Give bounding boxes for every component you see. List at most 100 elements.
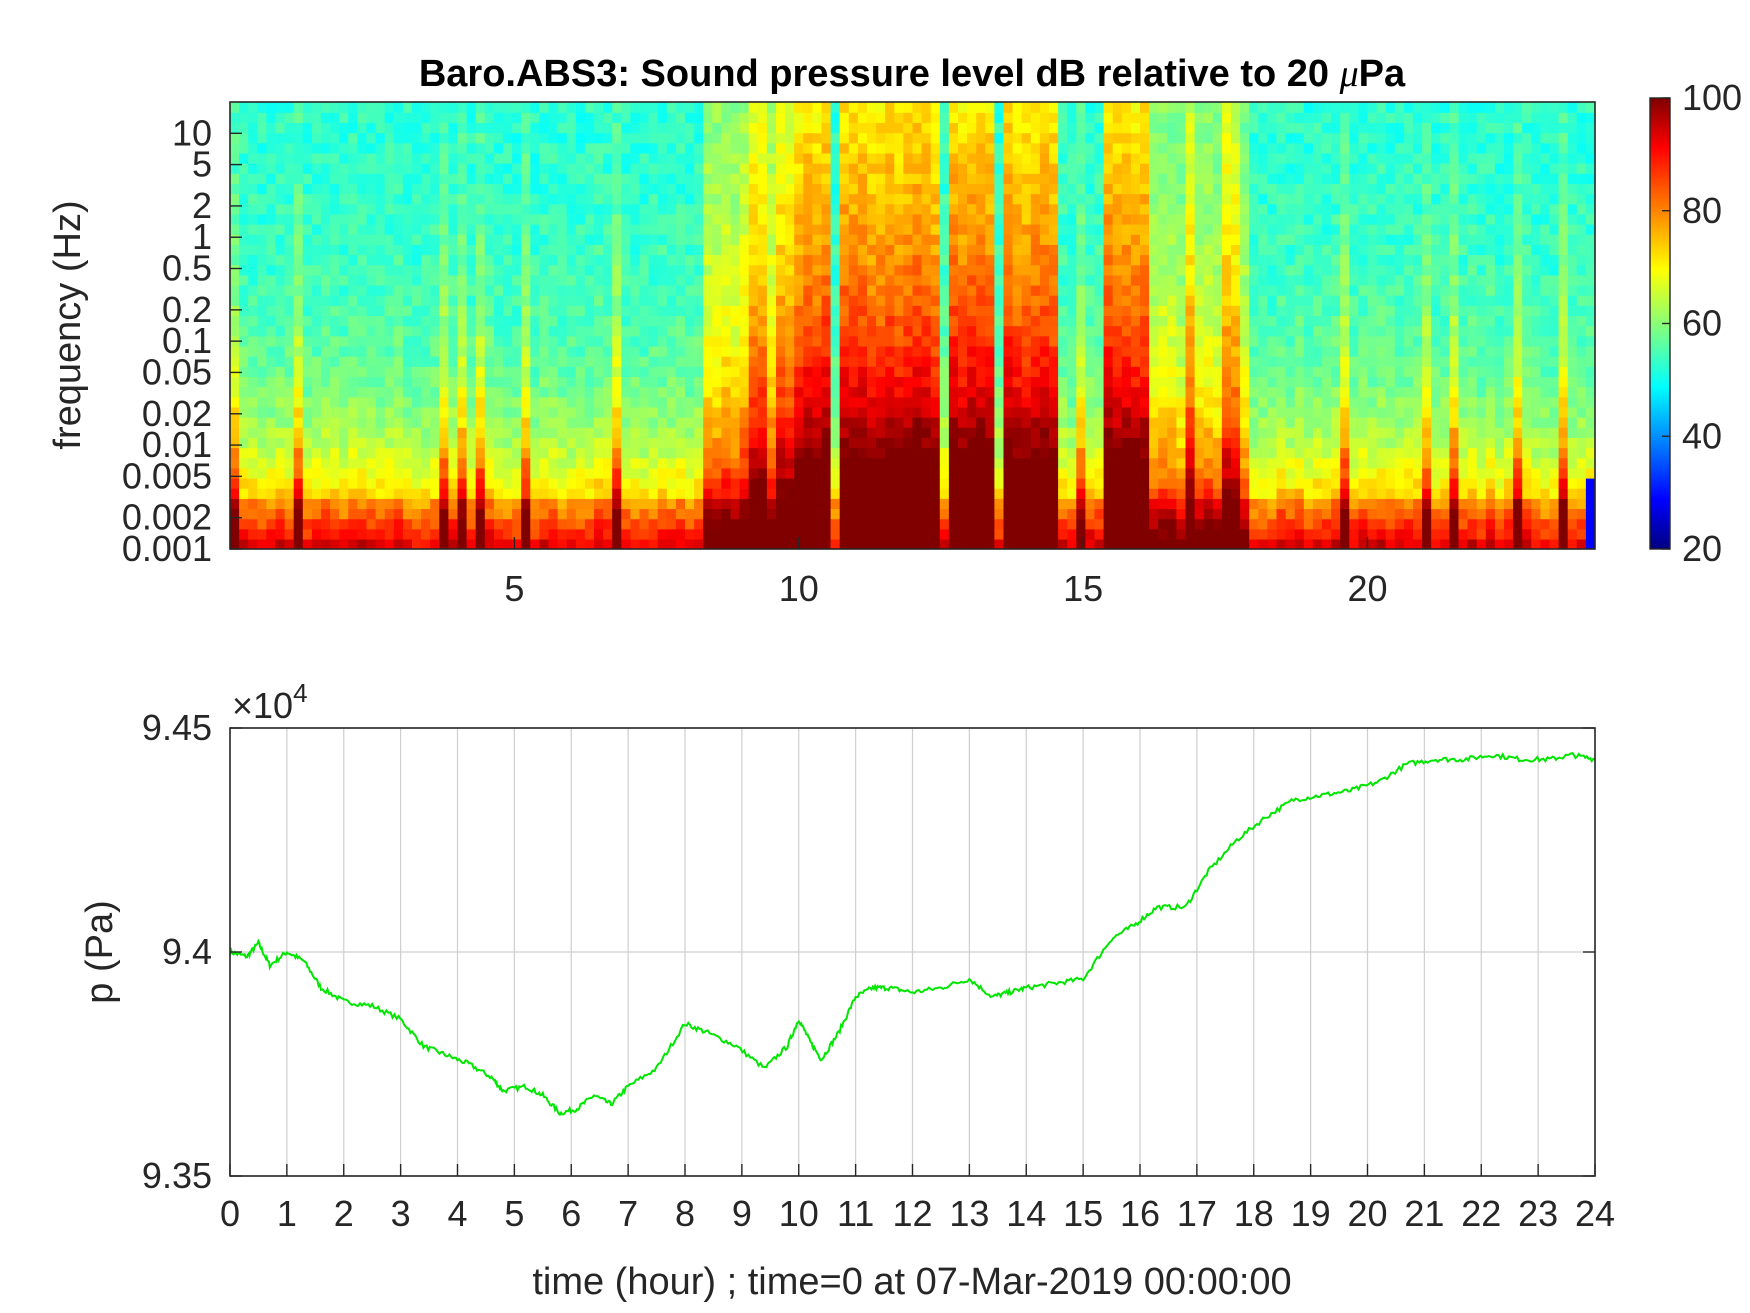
spectrogram-cell	[985, 234, 996, 245]
spectrogram-cell	[1021, 152, 1032, 164]
spectrogram-cell	[939, 355, 950, 367]
spectrogram-cell	[1076, 122, 1087, 134]
spectrogram-cell	[675, 305, 686, 317]
spectrogram-cell	[539, 538, 550, 549]
spectrogram-cell	[493, 518, 504, 530]
spectrogram-cell	[393, 457, 404, 469]
spectrogram-cell	[757, 376, 768, 388]
spectrogram-cell	[612, 152, 622, 164]
spectrogram-cell	[1030, 488, 1041, 499]
spectrogram-cell	[339, 213, 349, 225]
spectrogram-cell	[958, 376, 968, 388]
spectrogram-cell	[675, 437, 686, 449]
spectrogram-cell	[857, 305, 868, 317]
spectrogram-cell	[357, 315, 368, 327]
spectrogram-cell	[1058, 264, 1068, 276]
spectrogram-cell	[330, 355, 340, 367]
spectrogram-cell	[994, 477, 1005, 489]
spectrogram-cell	[1167, 488, 1178, 499]
spectrogram-cell	[266, 284, 277, 296]
spectrogram-cell	[703, 142, 713, 154]
spectrogram-cell	[666, 427, 677, 438]
spectrogram-cell	[530, 152, 541, 164]
spectrogram-cell	[785, 345, 795, 357]
spectrogram-cell	[730, 376, 741, 388]
spectrogram-cell	[575, 284, 586, 296]
spectrogram-cell	[539, 142, 550, 154]
spectrogram-cell	[803, 102, 814, 113]
spectrogram-cell	[1039, 416, 1050, 428]
spectrogram-cell	[876, 366, 886, 377]
spectrogram-cell	[484, 112, 495, 124]
spectrogram-cell	[1176, 264, 1187, 276]
spectrogram-cell	[730, 203, 741, 215]
spectrogram-cell	[493, 406, 504, 418]
spectrogram-cell	[430, 396, 440, 408]
spectrogram-cell	[639, 498, 650, 510]
spectrogram-cell	[1094, 427, 1105, 438]
spectrogram-cell	[493, 305, 504, 317]
spectrogram-cell	[712, 406, 723, 418]
spectrogram-cell	[857, 122, 868, 134]
spectrogram-cell	[1112, 538, 1123, 549]
spectrogram-cell	[1112, 254, 1123, 266]
spectrogram-cell	[903, 518, 914, 530]
spectrogram-cell	[1221, 234, 1232, 245]
spectrogram-cell	[785, 467, 795, 479]
spectrogram-cell	[530, 305, 541, 317]
spectrogram-cell	[339, 528, 349, 540]
spectrogram-cell	[357, 284, 368, 296]
spectrogram-cell	[1112, 305, 1123, 317]
spectrogram-cell	[739, 366, 750, 377]
spectrogram-cell	[266, 183, 277, 195]
spectrogram-cell	[575, 437, 586, 449]
spectrogram-cell	[867, 132, 877, 144]
spectrogram-cell	[1130, 477, 1141, 489]
spectrogram-cell	[748, 447, 759, 459]
spectrogram-cell	[1030, 325, 1041, 337]
spectrogram-cell	[821, 345, 832, 357]
spectrogram-cell	[1103, 274, 1114, 286]
spectrogram-cell	[730, 102, 741, 113]
spectrogram-cell	[948, 234, 959, 245]
spectrogram-cell	[739, 122, 750, 134]
spectrogram-cell	[967, 427, 977, 438]
spectrogram-cell	[776, 416, 786, 428]
spectrogram-cell	[1121, 203, 1132, 215]
spectrogram-cell	[1212, 416, 1223, 428]
spectrogram-cell	[1049, 406, 1059, 418]
spectrogram-cell	[1030, 102, 1041, 113]
spectrogram-cell	[366, 234, 377, 245]
spectrogram-cell	[675, 488, 686, 499]
spectrogram-cell	[612, 102, 622, 113]
spectrogram-cell	[630, 477, 641, 489]
spectrogram-cell	[812, 416, 823, 428]
spectrogram-cell	[1194, 234, 1205, 245]
spectrogram-cell	[657, 335, 668, 347]
spectrogram-cell	[830, 223, 841, 235]
spectrogram-cell	[967, 102, 977, 113]
spectrogram-cell	[475, 223, 486, 235]
spectrogram-cell	[293, 386, 304, 398]
spectrogram-cell	[239, 477, 249, 489]
spectrogram-cell	[412, 498, 422, 510]
spectrogram-cell	[311, 112, 322, 124]
spectrogram-cell	[912, 538, 923, 549]
spectrogram-cell	[739, 102, 750, 113]
spectrogram-cell	[748, 142, 759, 154]
spectrogram-cell	[1240, 518, 1250, 530]
spectrogram-cell	[821, 467, 832, 479]
spectrogram-cell	[1012, 162, 1023, 174]
spectrogram-cell	[375, 335, 386, 347]
spectrogram-cell	[1203, 488, 1214, 499]
spectrogram-cell	[366, 305, 377, 317]
spectrogram-cell	[1140, 538, 1150, 549]
spectrogram-cell	[985, 437, 996, 449]
spectrogram-cell	[848, 244, 859, 256]
spectrogram-cell	[721, 345, 732, 357]
spectrogram-cell	[894, 386, 905, 398]
spectrogram-cell	[939, 498, 950, 510]
spectrogram-cell	[785, 508, 795, 520]
spectrogram-cell	[776, 508, 786, 520]
spectrogram-cell	[421, 457, 431, 469]
